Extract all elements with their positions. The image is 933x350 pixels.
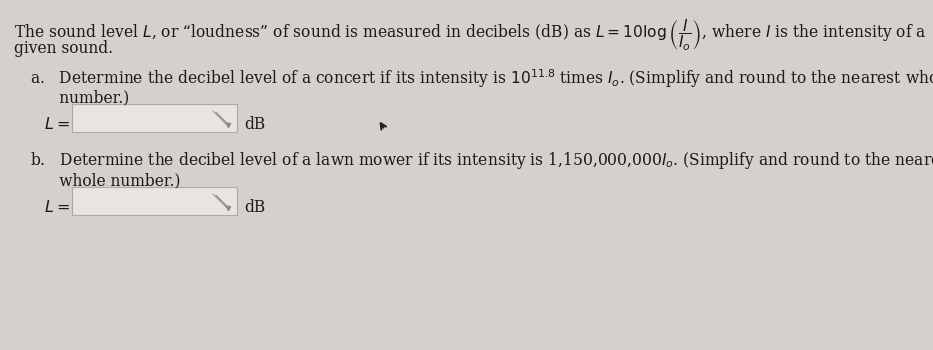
FancyBboxPatch shape [72, 104, 237, 132]
Text: whole number.): whole number.) [30, 172, 180, 189]
Text: dB: dB [244, 116, 265, 133]
Text: The sound level $L$, or “loudness” of sound is measured in decibels (dB) as $L =: The sound level $L$, or “loudness” of so… [14, 17, 926, 52]
Text: a.   Determine the decibel level of a concert if its intensity is $10^{11.8}$ ti: a. Determine the decibel level of a conc… [30, 67, 933, 90]
Text: $L=$: $L=$ [44, 199, 70, 216]
Text: given sound.: given sound. [14, 40, 113, 57]
Text: b.   Determine the decibel level of a lawn mower if its intensity is 1,150,000,0: b. Determine the decibel level of a lawn… [30, 150, 933, 171]
FancyBboxPatch shape [72, 187, 237, 215]
Text: number.): number.) [30, 89, 130, 106]
Text: $L=$: $L=$ [44, 116, 70, 133]
Text: dB: dB [244, 199, 265, 216]
